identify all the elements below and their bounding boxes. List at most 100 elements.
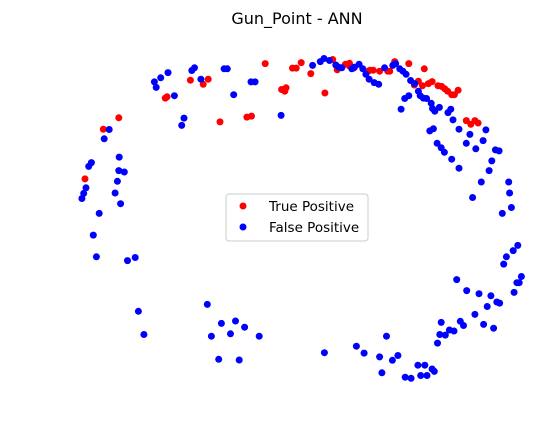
false-positive-point (472, 145, 480, 153)
false-positive-point (421, 361, 429, 369)
false-positive-point (514, 241, 522, 249)
false-positive-point (80, 189, 88, 197)
false-positive-point (455, 125, 463, 133)
true-positive-point (454, 86, 462, 94)
false-positive-point (483, 303, 491, 310)
false-positive-point (370, 79, 378, 87)
false-positive-point (320, 349, 328, 357)
false-positive-point (381, 64, 389, 72)
false-positive-point (488, 157, 496, 165)
false-positive-point (460, 322, 467, 329)
false-positive-point (332, 61, 340, 69)
false-positive-point (230, 91, 238, 99)
true-positive-point (420, 65, 428, 73)
false-positive-point (502, 253, 510, 261)
false-positive-point (475, 290, 483, 298)
false-positive-point (414, 87, 422, 95)
false-positive-point (131, 254, 139, 261)
legend-label-true-positive: True Positive (268, 199, 354, 215)
true-positive-point (307, 70, 315, 78)
true-positive-point (204, 75, 212, 83)
false-positive-point (232, 317, 239, 325)
true-positive-point (321, 89, 329, 97)
legend: True Positive False Positive (225, 193, 369, 242)
false-positive-point (417, 372, 425, 379)
false-positive-point (105, 126, 113, 133)
false-positive-point (227, 330, 234, 338)
legend-box (225, 193, 369, 242)
false-positive-point (111, 189, 119, 197)
false-positive-point (407, 374, 415, 382)
true-positive-point (297, 59, 305, 67)
true-positive-point (248, 112, 255, 120)
false-positive-point (401, 373, 409, 381)
chart-title: Gun_Point - ANN (231, 9, 362, 29)
false-positive-point (506, 189, 514, 197)
false-positive-point (449, 116, 457, 124)
false-positive-point (120, 168, 128, 176)
false-positive-point (362, 70, 370, 78)
false-positive-point (140, 331, 148, 338)
true-positive-point (386, 67, 394, 75)
false-positive-point (113, 177, 121, 185)
false-positive-point (463, 287, 471, 295)
false-positive-point (215, 355, 223, 363)
false-positive-point (423, 372, 431, 379)
false-positive-point (466, 130, 474, 138)
true-positive-point (186, 76, 194, 84)
false-positive-point (517, 273, 525, 280)
false-positive-point (152, 83, 160, 91)
false-positive-point (235, 356, 243, 364)
false-positive-point (388, 356, 396, 364)
true-positive-point (376, 67, 384, 75)
false-positive-point (394, 352, 402, 359)
false-positive-point (433, 139, 441, 147)
legend-marker-false-positive (239, 223, 247, 231)
false-positive-point (352, 342, 360, 350)
false-positive-point (348, 65, 356, 73)
false-positive-point (450, 327, 458, 335)
false-positive-point (500, 260, 508, 268)
false-positive-point (435, 103, 443, 111)
false-positive-point (487, 292, 495, 300)
false-positive-point (255, 332, 263, 340)
false-positive-point (505, 178, 513, 186)
true-positive-point (428, 78, 436, 86)
false-positive-point (217, 319, 225, 327)
false-positive-point (164, 69, 172, 77)
false-positive-point (396, 65, 404, 73)
true-positive-point (99, 125, 107, 133)
false-positive-point (453, 276, 461, 284)
false-positive-point (436, 331, 444, 338)
false-positive-point (92, 253, 100, 261)
false-positive-point (82, 184, 90, 192)
false-positive-point (115, 167, 123, 175)
false-positive-point (178, 121, 186, 129)
true-positive-point (346, 59, 353, 67)
true-positive-point (474, 119, 482, 127)
false-positive-point (498, 209, 506, 217)
true-positive-points (81, 56, 482, 183)
false-positive-point (326, 57, 333, 64)
false-positive-point (124, 257, 131, 265)
false-positive-point (496, 299, 504, 307)
true-positive-point (216, 118, 224, 126)
false-positive-point (115, 153, 123, 161)
false-positive-point (191, 64, 198, 72)
true-positive-point (369, 66, 377, 74)
false-positive-point (157, 74, 165, 82)
false-positive-point (309, 61, 317, 69)
false-positive-point (389, 61, 397, 69)
false-positive-point (360, 349, 368, 357)
false-positive-point (203, 300, 211, 308)
false-positive-point (414, 361, 422, 369)
legend-label-false-positive: False Positive (269, 220, 359, 236)
true-positive-point (405, 60, 413, 68)
false-positive-point (515, 279, 523, 287)
true-positive-point (163, 93, 171, 101)
false-positive-point (241, 323, 249, 331)
false-positive-point (448, 155, 456, 163)
legend-marker-true-positive (239, 202, 247, 210)
false-positive-point (447, 105, 455, 113)
